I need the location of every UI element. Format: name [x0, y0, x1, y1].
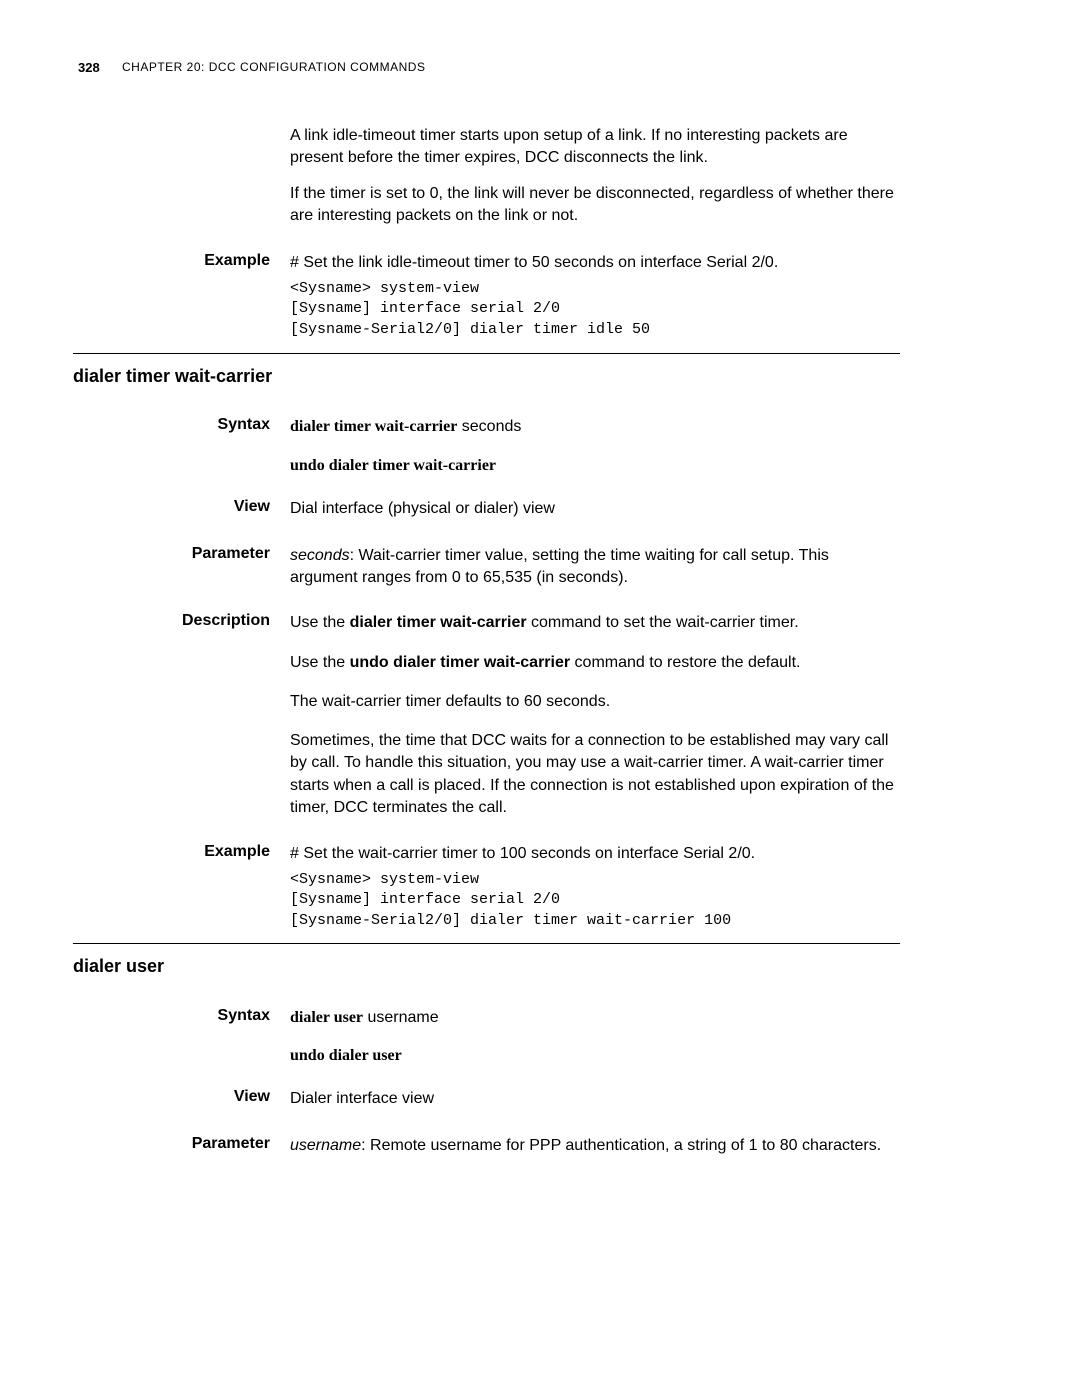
- section2-heading: dialer user: [73, 956, 164, 977]
- syntax-label-1: Syntax: [80, 416, 270, 434]
- description-label-1: Description: [80, 612, 270, 630]
- syntax-cmd-arg-1: seconds: [457, 418, 521, 435]
- divider-1: [73, 353, 900, 354]
- desc-line2-pre: Use the: [290, 654, 350, 671]
- chapter-title: CHAPTER 20: DCC CONFIGURATION COMMANDS: [122, 60, 425, 74]
- example-label-s1: Example: [80, 843, 270, 861]
- description-line3: The wait-carrier timer defaults to 60 se…: [290, 691, 900, 713]
- example1-label: Example: [80, 252, 270, 270]
- description-line1: Use the dialer timer wait-carrier comman…: [290, 612, 900, 634]
- parameter-text-2: username: Remote username for PPP authen…: [290, 1135, 900, 1157]
- syntax-label-2: Syntax: [80, 1007, 270, 1025]
- desc-line2-bold: undo dialer timer wait-carrier: [350, 654, 571, 671]
- parameter-desc-2: : Remote username for PPP authentication…: [361, 1137, 881, 1154]
- syntax-cmd-bold-1: dialer timer wait-carrier: [290, 418, 457, 435]
- syntax-cmd-2: dialer user username: [290, 1007, 900, 1029]
- syntax-undo-1: undo dialer timer wait-carrier: [290, 455, 900, 477]
- desc-line2-post: command to restore the default.: [570, 654, 800, 671]
- parameter-label-1: Parameter: [80, 545, 270, 563]
- desc-line1-bold: dialer timer wait-carrier: [350, 614, 527, 631]
- section1-heading: dialer timer wait-carrier: [73, 366, 272, 387]
- parameter-desc-1: : Wait-carrier timer value, setting the …: [290, 547, 829, 586]
- parameter-arg-1: seconds: [290, 547, 350, 564]
- divider-2: [73, 943, 900, 944]
- syntax-cmd-bold-2: dialer user: [290, 1009, 363, 1026]
- intro-para2: If the timer is set to 0, the link will …: [290, 183, 900, 228]
- description-line4: Sometimes, the time that DCC waits for a…: [290, 730, 900, 820]
- view-text-1: Dial interface (physical or dialer) view: [290, 498, 900, 520]
- example-text-s1: # Set the wait-carrier timer to 100 seco…: [290, 843, 900, 865]
- example1-code: <Sysname> system-view [Sysname] interfac…: [290, 279, 900, 340]
- desc-line1-pre: Use the: [290, 614, 350, 631]
- syntax-cmd-1: dialer timer wait-carrier seconds: [290, 416, 900, 438]
- intro-para1: A link idle-timeout timer starts upon se…: [290, 125, 900, 170]
- view-label-1: View: [80, 498, 270, 516]
- view-label-2: View: [80, 1088, 270, 1106]
- parameter-arg-2: username: [290, 1137, 361, 1154]
- parameter-text-1: seconds: Wait-carrier timer value, setti…: [290, 545, 900, 590]
- example1-text: # Set the link idle-timeout timer to 50 …: [290, 252, 900, 274]
- syntax-undo-2: undo dialer user: [290, 1045, 900, 1067]
- example-code-s1: <Sysname> system-view [Sysname] interfac…: [290, 870, 900, 931]
- description-line2: Use the undo dialer timer wait-carrier c…: [290, 652, 900, 674]
- page-number: 328: [78, 60, 100, 75]
- desc-line1-post: command to set the wait-carrier timer.: [527, 614, 799, 631]
- view-text-2: Dialer interface view: [290, 1088, 900, 1110]
- parameter-label-2: Parameter: [80, 1135, 270, 1153]
- syntax-cmd-arg-2: username: [363, 1009, 439, 1026]
